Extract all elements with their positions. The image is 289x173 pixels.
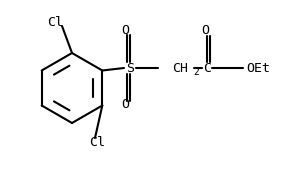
Text: S: S: [126, 61, 134, 75]
Text: Cl: Cl: [89, 136, 105, 149]
Text: OEt: OEt: [246, 61, 270, 75]
Text: C: C: [203, 61, 211, 75]
Text: O: O: [201, 24, 209, 37]
Text: 2: 2: [193, 67, 199, 77]
Text: O: O: [121, 98, 129, 112]
Text: CH: CH: [172, 61, 188, 75]
Text: Cl: Cl: [47, 16, 63, 29]
Text: O: O: [121, 24, 129, 37]
